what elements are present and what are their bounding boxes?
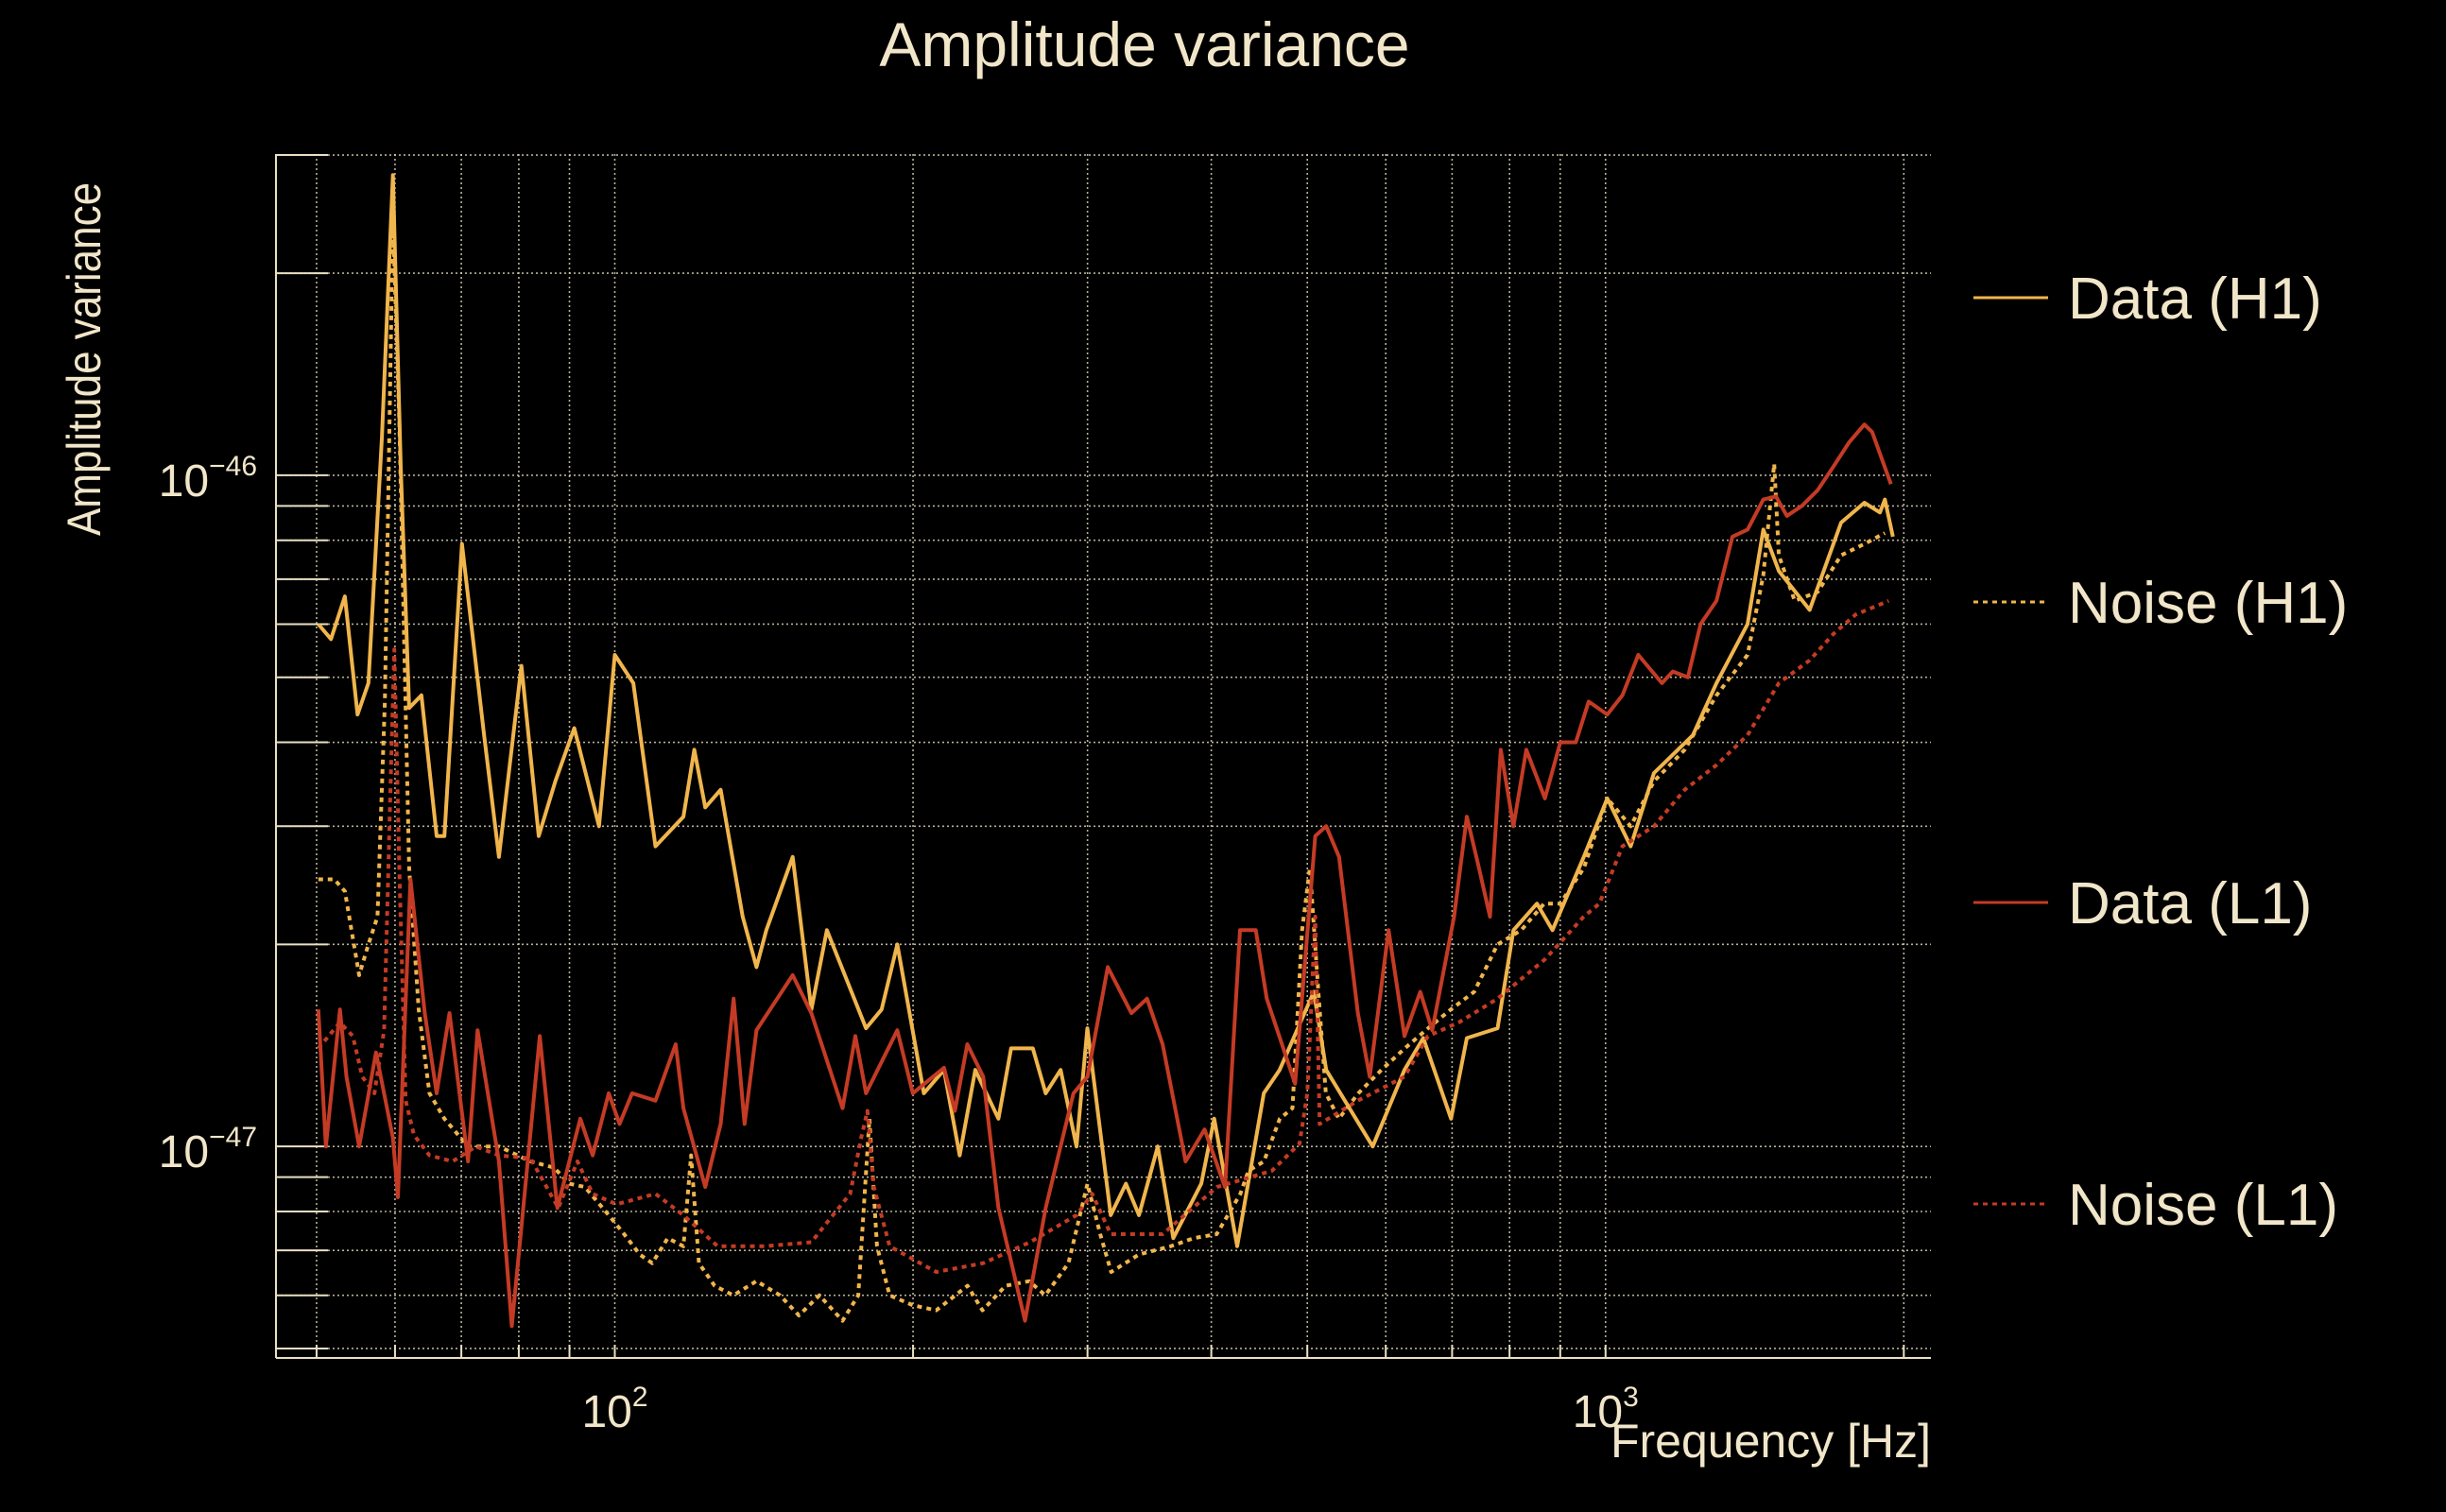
legend-label-data-l1: Data (L1) bbox=[2068, 871, 2312, 936]
y-axis-label: Amplitude variance bbox=[57, 182, 110, 536]
series-line-noise-l1 bbox=[317, 598, 1890, 1274]
x-tick-label: 102 bbox=[581, 1382, 647, 1437]
series-line-data-h1 bbox=[317, 173, 1895, 1248]
y-tick-exponent: −46 bbox=[209, 451, 257, 482]
axis-ticks bbox=[276, 154, 1905, 1358]
grid-lines bbox=[276, 154, 1931, 1358]
series-line-noise-h1 bbox=[318, 217, 1886, 1323]
legend: Data (H1) Noise (H1) Data (L1) Noise (L1) bbox=[1973, 266, 2348, 1238]
y-tick-label: 10−47 bbox=[159, 1122, 257, 1177]
chart-title: Amplitude variance bbox=[879, 9, 1409, 79]
x-tick-label: 103 bbox=[1573, 1382, 1639, 1437]
y-tick-base: 10 bbox=[159, 1127, 209, 1177]
legend-label-data-h1: Data (H1) bbox=[2068, 266, 2322, 332]
x-tick-base: 10 bbox=[581, 1387, 631, 1437]
series-line-data-l1 bbox=[316, 422, 1893, 1329]
x-tick-exponent: 2 bbox=[632, 1382, 648, 1413]
legend-label-noise-l1: Noise (L1) bbox=[2068, 1173, 2338, 1238]
x-axis-label: Frequency [Hz] bbox=[1611, 1415, 1931, 1468]
x-tick-base: 10 bbox=[1573, 1387, 1623, 1437]
y-tick-base: 10 bbox=[159, 456, 209, 507]
x-tick-exponent: 3 bbox=[1623, 1382, 1639, 1413]
y-tick-exponent: −47 bbox=[209, 1122, 257, 1153]
y-tick-label: 10−46 bbox=[159, 451, 257, 507]
legend-label-noise-h1: Noise (H1) bbox=[2068, 571, 2348, 636]
series-lines bbox=[316, 173, 1895, 1329]
